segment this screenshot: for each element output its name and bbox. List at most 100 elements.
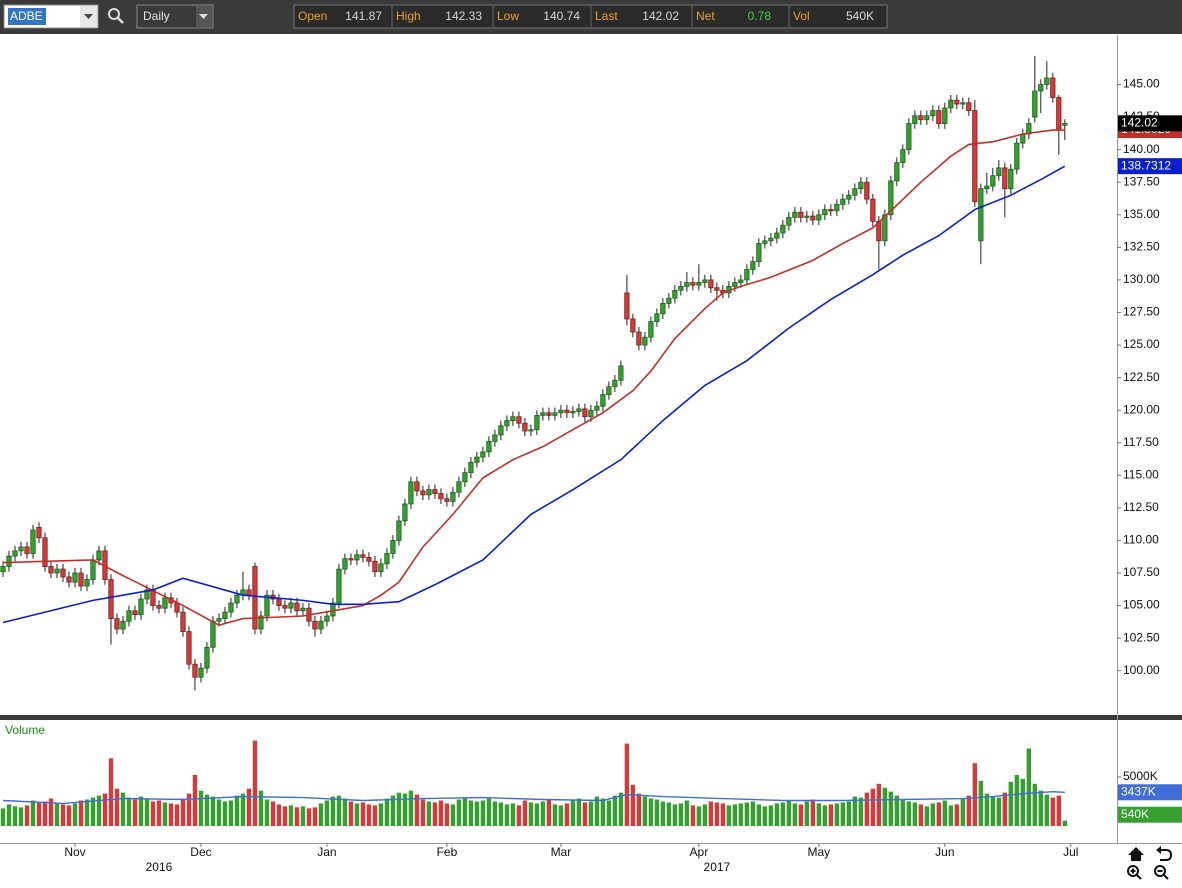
volume-bar [96, 795, 102, 826]
volume-bar [276, 804, 282, 826]
candle-body [1014, 142, 1020, 170]
candle-body [864, 181, 870, 200]
candle-body [558, 409, 564, 414]
zoom-in-button[interactable] [1127, 865, 1142, 880]
volume-bar [504, 804, 510, 826]
candle-body [426, 489, 432, 496]
zoom-out-icon [1154, 865, 1166, 877]
candle-body [24, 546, 30, 554]
y-tick-label: 127.50 [1123, 305, 1160, 319]
candle-body [132, 610, 138, 616]
volume-bar [696, 806, 702, 826]
volume-bar [762, 806, 768, 826]
candle-body [504, 420, 510, 427]
volume-bar [150, 801, 156, 826]
candle-body [708, 279, 714, 289]
candle-body [114, 618, 120, 630]
volume-bar [954, 804, 960, 826]
quote-label: Low [497, 9, 519, 23]
volume-bar [1050, 797, 1056, 826]
volume-bar [870, 788, 876, 826]
candle-body [594, 405, 600, 411]
x-tick-label: Nov [64, 845, 85, 859]
volume-bar [1038, 790, 1044, 826]
volume-bar [216, 799, 222, 826]
candle-body [756, 243, 762, 263]
volume-bar [882, 787, 888, 826]
price-panel [0, 55, 1068, 691]
volume-bar [114, 788, 120, 826]
ma-value-tag-box [1118, 158, 1182, 175]
interval-select[interactable] [136, 4, 214, 29]
volume-bar [42, 801, 48, 826]
last-price-tag-box [1118, 115, 1182, 132]
candle-body [48, 566, 54, 574]
candle-body [42, 537, 48, 567]
candle-body [804, 215, 810, 218]
undo-arrow [1156, 846, 1161, 854]
volume-bar [390, 795, 396, 826]
quote-label: Open [298, 9, 327, 23]
volume-bar [342, 798, 348, 826]
candle-body [930, 110, 936, 117]
volume-bar [102, 793, 108, 826]
candle-body [54, 568, 60, 574]
quote-value: 0.78 [748, 9, 772, 23]
volume-average-tag-box [1118, 784, 1182, 801]
candle-body [810, 215, 816, 221]
candle-body [480, 451, 486, 458]
volume-bar [630, 784, 636, 826]
search-button[interactable] [108, 8, 124, 24]
volume-bar [948, 805, 954, 826]
volume-bar [438, 800, 444, 826]
zoom-in-glyph [1130, 868, 1142, 880]
volume-bar [924, 806, 930, 826]
volume-bar [828, 804, 834, 826]
candle-body [246, 589, 252, 596]
volume-bar [348, 801, 354, 826]
volume-bar [1020, 778, 1026, 826]
candle-body [714, 287, 720, 291]
volume-bar [534, 803, 540, 826]
volume-bar [234, 795, 240, 826]
candle-body [588, 409, 594, 418]
volume-bar [174, 804, 180, 826]
volume-bar [930, 803, 936, 826]
candle-body [84, 579, 90, 587]
candle-body [204, 646, 210, 669]
volume-bar [378, 803, 384, 826]
home-button[interactable] [1128, 847, 1144, 861]
volume-bar [120, 792, 126, 826]
undo-button[interactable] [1156, 846, 1173, 861]
zoom-out-button[interactable] [1154, 865, 1169, 880]
moving-average [2, 129, 1065, 626]
volume-bar [816, 803, 822, 826]
volume-bar [498, 802, 504, 826]
candle-body [948, 99, 954, 109]
volume-bar [318, 803, 324, 826]
volume-bar [354, 803, 360, 826]
quote-label: Net [696, 9, 715, 23]
candle-body [882, 214, 888, 242]
candle-body [498, 425, 504, 436]
candle-body [150, 589, 156, 606]
volume-bar [618, 792, 624, 826]
volume-bar [636, 793, 642, 826]
volume-bar [414, 794, 420, 826]
candle-body [366, 556, 372, 562]
y-tick-label: 140.00 [1123, 142, 1160, 156]
candle-body [402, 503, 408, 522]
candle-body [564, 409, 570, 414]
candle-body [954, 99, 960, 105]
volume-bar [846, 801, 852, 826]
candle-body [138, 598, 144, 616]
volume-bar [726, 805, 732, 826]
y-tick-label: 137.50 [1123, 174, 1160, 188]
y-tick-label: 130.00 [1123, 272, 1160, 286]
candle-body [846, 194, 852, 200]
volume-bar [294, 807, 300, 826]
volume-bar [570, 800, 576, 826]
volume-bar [132, 799, 138, 826]
candle-body [312, 620, 318, 630]
